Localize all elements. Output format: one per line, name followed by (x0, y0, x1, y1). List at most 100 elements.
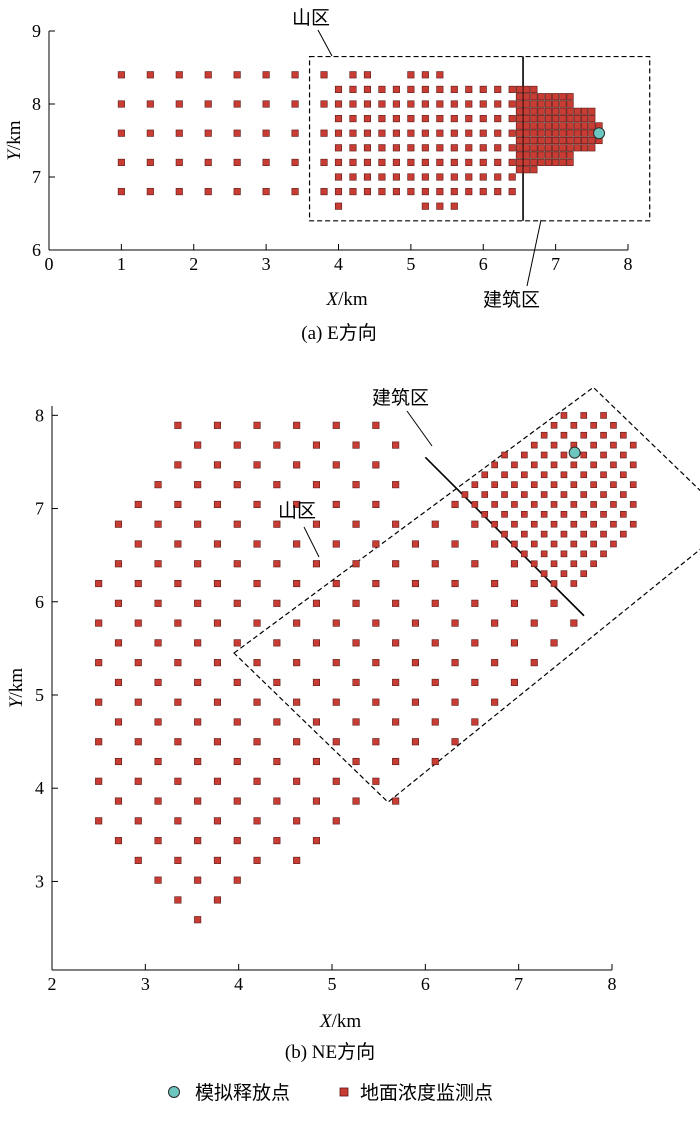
legend: 模拟释放点 地面浓度监测点 (0, 1078, 700, 1108)
monitor-point (378, 173, 386, 181)
monitor-point (559, 136, 567, 145)
x-tick-label: 7 (551, 254, 560, 274)
monitor-point (421, 173, 429, 181)
monitor-point (552, 93, 560, 101)
monitor-point (436, 188, 444, 196)
monitor-point (174, 579, 182, 588)
monitor-point (349, 100, 357, 108)
monitor-point (95, 817, 103, 825)
monitor-point (610, 501, 617, 508)
monitor-point (580, 550, 588, 558)
monitor-point (293, 817, 301, 825)
monitor-point (465, 115, 473, 123)
monitor-point (590, 540, 597, 548)
monitor-point (334, 144, 343, 152)
monitor-point (450, 129, 458, 137)
monitor-point (560, 431, 568, 439)
monitor-point (117, 188, 125, 196)
monitor-point (481, 471, 489, 479)
monitor-point (372, 777, 380, 785)
monitor-point (552, 151, 560, 159)
monitor-point (550, 540, 558, 548)
monitor-point (392, 144, 400, 152)
monitor-point (253, 659, 261, 667)
monitor-point (134, 698, 142, 706)
monitor-point (312, 797, 321, 805)
chart-a-regions (308, 29, 651, 287)
chart-b-region-label-mountain: 山区 (278, 500, 316, 522)
monitor-point (523, 136, 531, 145)
monitor-point (559, 93, 567, 101)
monitor-point (465, 144, 473, 152)
monitor-point (233, 797, 241, 805)
monitor-point (530, 115, 538, 123)
monitor-point (581, 107, 589, 115)
monitor-point (465, 85, 473, 93)
monitor-point (154, 757, 162, 766)
monitor-point (530, 441, 538, 449)
monitor-point (253, 579, 261, 588)
monitor-point (530, 122, 538, 130)
monitor-point (570, 540, 578, 548)
monitor-point (293, 698, 301, 706)
monitor-point (253, 540, 261, 548)
monitor-point (117, 100, 125, 108)
monitor-point (363, 129, 372, 137)
monitor-point (204, 188, 212, 196)
monitor-point (334, 188, 343, 196)
monitor-point (194, 797, 202, 805)
monitor-point (349, 173, 357, 181)
monitor-point (436, 144, 444, 152)
monitor-point (349, 144, 357, 152)
x-tick-label: 0 (45, 254, 54, 274)
monitor-point (566, 144, 574, 152)
monitor-point (349, 129, 357, 137)
monitor-point (312, 837, 321, 845)
monitor-point (581, 122, 589, 130)
monitor-point (233, 129, 241, 137)
monitor-point (378, 129, 386, 137)
monitor-point (421, 188, 429, 196)
monitor-point (421, 202, 429, 210)
monitor-point (550, 441, 558, 449)
x-axis-label: X/km (319, 1011, 361, 1032)
monitor-point (431, 718, 439, 726)
monitor-point (620, 530, 627, 538)
monitor-point (552, 136, 560, 145)
monitor-point (204, 158, 212, 166)
monitor-point (451, 540, 459, 548)
monitor-point (352, 718, 360, 726)
monitor-point (194, 916, 202, 924)
monitor-point (560, 550, 568, 558)
monitor-point (378, 144, 386, 152)
monitor-point (560, 570, 568, 577)
monitor-point (146, 188, 154, 196)
monitor-point (175, 158, 183, 166)
monitor-point (588, 144, 596, 152)
monitor-point (213, 540, 222, 548)
monitor-point (465, 173, 473, 181)
monitor-point (620, 491, 627, 498)
x-tick-label: 3 (262, 254, 271, 274)
monitor-point (154, 520, 162, 528)
monitor-point (540, 550, 548, 558)
monitor-point (450, 188, 458, 196)
monitor-point (491, 619, 499, 627)
region-mountain (233, 386, 700, 803)
monitor-point (154, 797, 162, 805)
monitor-point (95, 619, 103, 627)
monitor-point (550, 580, 558, 587)
monitor-point (213, 896, 222, 904)
monitor-point (566, 122, 574, 130)
monitor-point (291, 100, 299, 108)
monitor-point (530, 481, 538, 488)
monitor-point (570, 619, 578, 627)
monitor-point (363, 100, 372, 108)
monitor-point (332, 579, 340, 588)
leader-mountain (317, 29, 333, 57)
monitor-point (550, 481, 558, 488)
monitor-point (134, 619, 142, 627)
monitor-point (610, 441, 617, 449)
monitor-point (451, 738, 459, 746)
monitor-point (511, 481, 518, 488)
